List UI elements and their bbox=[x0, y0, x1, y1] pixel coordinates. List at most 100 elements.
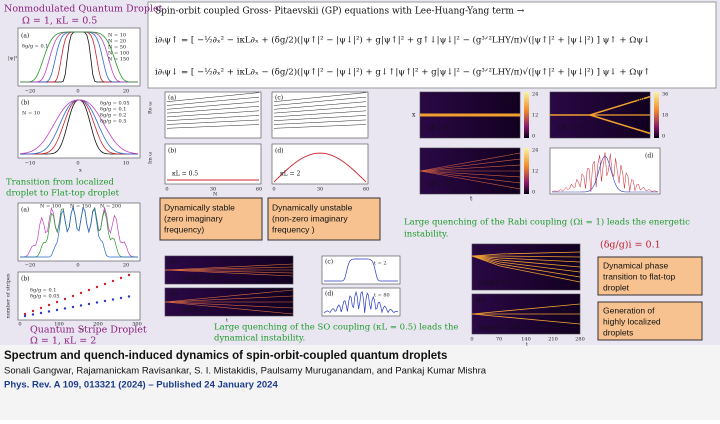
unstable-box bbox=[267, 197, 381, 241]
label: −20 bbox=[25, 263, 36, 269]
footer-panel bbox=[0, 345, 720, 420]
label: (b) bbox=[21, 100, 30, 107]
curve bbox=[419, 170, 521, 178]
caption: Transition from localized bbox=[6, 178, 114, 188]
label: 18 bbox=[662, 113, 668, 119]
label: δg/g = 0.05 bbox=[30, 294, 60, 300]
curve bbox=[273, 119, 367, 125]
curve bbox=[419, 164, 521, 172]
label: t bbox=[470, 196, 473, 203]
curve bbox=[166, 101, 260, 110]
label: (d) bbox=[325, 291, 334, 298]
curve bbox=[273, 152, 367, 183]
curve bbox=[164, 289, 294, 303]
label: (c) bbox=[325, 259, 333, 266]
decor-point bbox=[95, 285, 99, 289]
curve bbox=[471, 255, 581, 268]
paper-title: Spectrum and quench-induced dynamics of … bbox=[4, 350, 447, 362]
curve bbox=[164, 301, 294, 309]
decor-point bbox=[31, 309, 35, 313]
section-params: Ω = 1, κL = 2 bbox=[30, 336, 96, 347]
label: Dynamical phase bbox=[603, 260, 668, 270]
label: (δg/g)f = 0.2 bbox=[478, 280, 517, 287]
label: 24 bbox=[532, 92, 538, 98]
label: 0 bbox=[76, 161, 79, 167]
stable-box bbox=[159, 197, 263, 241]
decor-point bbox=[79, 291, 83, 295]
curve bbox=[164, 269, 294, 277]
label: 20 bbox=[123, 89, 129, 95]
label: 30 bbox=[317, 187, 323, 193]
label: (κL)f = 1.28 bbox=[183, 275, 220, 282]
curve bbox=[552, 155, 658, 193]
decor-point bbox=[55, 300, 59, 304]
colorbar bbox=[524, 92, 529, 138]
label: number of stripes bbox=[6, 273, 12, 318]
label: N = 20 bbox=[108, 39, 126, 45]
label: N = 150 bbox=[108, 57, 129, 63]
plot-frame bbox=[321, 255, 401, 285]
label: 70 bbox=[496, 337, 502, 343]
plot-frame bbox=[17, 202, 141, 262]
label: 36 bbox=[662, 92, 668, 98]
plot-frame bbox=[271, 91, 369, 139]
label: (a) bbox=[169, 259, 177, 266]
section-title: Nonmodulated Quantum Droplet bbox=[4, 4, 163, 15]
plot-frame bbox=[164, 143, 262, 185]
decor-point bbox=[71, 305, 75, 309]
label: Generation of bbox=[603, 305, 655, 315]
label: droplet bbox=[603, 282, 630, 292]
label: 0 bbox=[470, 337, 473, 343]
label: Dynamically stable bbox=[164, 202, 235, 212]
decor-point bbox=[87, 302, 91, 306]
header-title: Spin-orbit coupled Gross- Pitaevskii (GP… bbox=[155, 6, 525, 17]
label: (a) bbox=[506, 96, 514, 103]
label: 10 bbox=[123, 161, 129, 167]
label: δg/g = 0.5 bbox=[100, 119, 126, 125]
decor-point bbox=[23, 314, 27, 318]
plot-frame bbox=[17, 27, 141, 87]
decor-point bbox=[63, 307, 67, 310]
decor-point bbox=[39, 306, 43, 310]
colorbar bbox=[654, 92, 659, 138]
caption: dynamical instability. bbox=[214, 334, 305, 344]
label: 20 bbox=[123, 263, 129, 269]
caption: instability. bbox=[404, 230, 448, 240]
section-title: Quantum Stripe Droplet bbox=[30, 325, 147, 336]
curve bbox=[273, 96, 367, 106]
curve bbox=[551, 152, 659, 193]
label: 12 bbox=[532, 113, 538, 119]
label: (b) bbox=[476, 298, 485, 305]
curve bbox=[166, 92, 260, 102]
curve bbox=[419, 152, 521, 172]
label: δg/g = 0.2 bbox=[100, 113, 126, 119]
decor-point bbox=[47, 310, 51, 313]
plot-frame bbox=[164, 91, 262, 139]
label: κL = 2 bbox=[280, 171, 301, 178]
curve bbox=[166, 115, 260, 121]
label: 12 bbox=[532, 169, 538, 175]
label: Ωf = 30 bbox=[428, 181, 452, 188]
label: 200 bbox=[93, 322, 103, 328]
curve bbox=[471, 251, 581, 257]
label: δg/g = 0.05 bbox=[100, 101, 130, 107]
label: N = 50 bbox=[108, 45, 126, 51]
label: 280 bbox=[575, 337, 585, 343]
curve bbox=[471, 303, 581, 315]
curve bbox=[164, 295, 294, 303]
label: t = 80 bbox=[374, 293, 390, 299]
label: (δg/g)f = 0.01 bbox=[478, 325, 520, 332]
curve bbox=[273, 110, 367, 118]
label: 0 bbox=[165, 187, 168, 193]
label: N = 100 bbox=[40, 204, 61, 210]
label: (b) bbox=[21, 276, 30, 283]
caption: Large quenching of the SO coupling (κL =… bbox=[214, 322, 458, 333]
label: (κL)f = 2 bbox=[183, 307, 210, 314]
curve bbox=[166, 110, 260, 118]
section-params: Ω = 1, κL = 0.5 bbox=[22, 16, 97, 27]
colorbar bbox=[524, 148, 529, 194]
decor-point bbox=[55, 308, 59, 312]
caption: Large quenching of the Rabi coupling (Ωi… bbox=[404, 217, 690, 228]
